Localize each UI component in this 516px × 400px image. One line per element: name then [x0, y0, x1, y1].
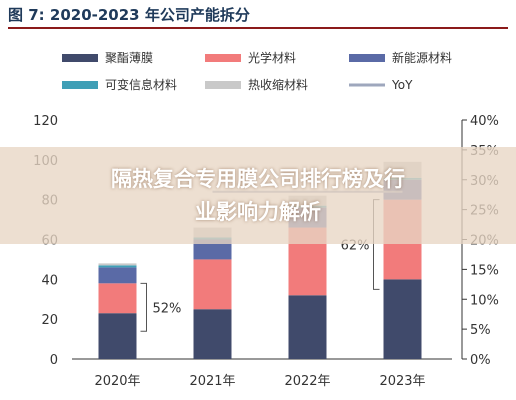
legend-swatch-4 [62, 81, 98, 89]
legend-swatch-5 [205, 81, 241, 89]
y-right-tick-2: 10% [470, 293, 499, 308]
annotation-2020-label: 52% [153, 301, 182, 316]
y-right-tick-0: 0% [470, 353, 491, 368]
watermark-line-1: 隔热复合专用膜公司排行榜及行 [111, 167, 405, 191]
bar-polyester-4 [383, 279, 422, 359]
legend-label-1: 聚酯薄膜 [105, 50, 153, 65]
legend-label-5: 热收缩材料 [248, 77, 308, 92]
bar-deformable-1 [98, 265, 137, 268]
bar-heat_shrink-1 [98, 263, 137, 266]
legend-swatch-3 [349, 54, 385, 62]
y-left-tick-40: 40 [41, 273, 58, 288]
bar-polyester-2 [193, 309, 232, 359]
legend-label-4: 可变信息材料 [105, 77, 177, 92]
watermark-text: 隔热复合专用膜公司排行榜及行 业影响力解析 [0, 163, 516, 229]
bar-optical-2 [193, 259, 232, 310]
legend-label-3: 新能源材料 [392, 50, 452, 65]
x-tick-1: 2020年 [94, 374, 140, 389]
y-right-tick-1: 5% [470, 323, 491, 338]
watermark-banner [0, 147, 516, 244]
legend-label-6: YoY [391, 78, 413, 92]
y-right-tick-8: 40% [470, 114, 499, 129]
y-left-tick-120: 120 [33, 114, 58, 129]
watermark-line-2: 业影响力解析 [195, 200, 321, 224]
y-left-tick-20: 20 [41, 313, 58, 328]
bar-optical-1 [98, 283, 137, 314]
legend-swatch-2 [205, 54, 241, 62]
y-right-tick-3: 15% [470, 263, 499, 278]
x-tick-3: 2022年 [284, 374, 330, 389]
bar-polyester-1 [98, 313, 137, 359]
title-rule [8, 27, 508, 29]
x-tick-4: 2023年 [379, 374, 425, 389]
y-left-tick-0: 0 [50, 353, 58, 368]
figure-title: 图 7: 2020-2023 年公司产能拆分 [8, 6, 250, 24]
annotation-2020-bracket [140, 282, 147, 332]
bar-polyester-3 [288, 295, 327, 359]
legend-label-2: 光学材料 [248, 50, 296, 65]
legend-swatch-1 [62, 54, 98, 62]
bar-new_energy-1 [98, 267, 137, 284]
bar-new_energy-2 [193, 239, 232, 260]
x-tick-2: 2021年 [189, 374, 235, 389]
